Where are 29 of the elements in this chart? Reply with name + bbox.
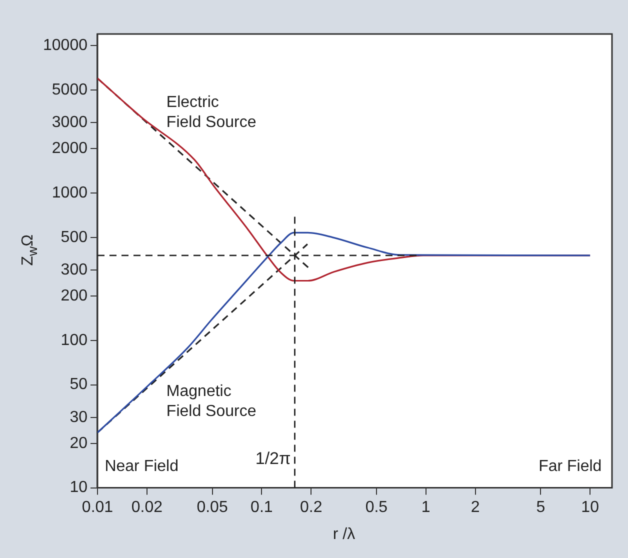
x-tick-label: 5 xyxy=(536,498,546,516)
y-tick-label: 1000 xyxy=(52,184,88,202)
annotation: Near Field xyxy=(104,458,179,476)
y-tick-label: 5000 xyxy=(52,81,88,98)
x-tick-label: 1 xyxy=(421,498,430,516)
ref-line-label: 1/2π xyxy=(255,448,291,468)
x-tick-label: 0.5 xyxy=(365,498,388,516)
x-tick-label: 0.05 xyxy=(196,498,228,516)
y-tick-label: 300 xyxy=(60,262,88,279)
y-tick-label: 2000 xyxy=(52,140,88,158)
y-tick-label: 3000 xyxy=(52,114,88,132)
annotation: Far Field xyxy=(538,458,602,476)
y-tick-label: 10000 xyxy=(42,37,88,54)
x-tick-label: 0.02 xyxy=(131,498,163,516)
y-tick-label: 100 xyxy=(60,332,88,349)
annotation: Electric Field Source xyxy=(166,94,256,131)
y-tick-label: 30 xyxy=(70,408,88,426)
y-tick-label: 500 xyxy=(60,228,88,246)
y-tick-label: 50 xyxy=(70,376,88,394)
y-tick-label: 200 xyxy=(60,287,88,304)
x-tick-label: 0.1 xyxy=(250,498,273,516)
y-tick-label: 10 xyxy=(70,479,88,496)
x-tick-label: 10 xyxy=(581,498,600,516)
x-axis-title: r /λ xyxy=(332,526,356,544)
x-tick-label: 0.2 xyxy=(300,498,322,516)
x-tick-label: 2 xyxy=(470,498,480,516)
annotation: Magnetic Field Source xyxy=(166,382,256,420)
x-tick-label: 0.01 xyxy=(82,498,114,516)
y-tick-label: 20 xyxy=(70,434,88,452)
